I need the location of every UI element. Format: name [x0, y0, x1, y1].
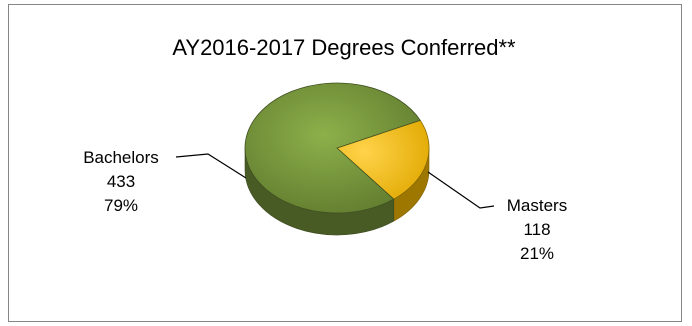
chart-title: AY2016-2017 Degrees Conferred** — [172, 35, 516, 60]
data-label-bachelors-percent: 79% — [104, 196, 138, 215]
data-label-masters-value: 118 — [523, 220, 550, 239]
data-label-bachelors-name: Bachelors — [83, 148, 159, 167]
pie-slices — [244, 82, 430, 236]
pie-slice-bachelors — [244, 82, 421, 214]
data-label-masters-name: Masters — [507, 196, 567, 215]
leader-line-bachelors — [175, 153, 247, 179]
leader-line-masters — [427, 171, 495, 209]
data-label-masters-percent: 21% — [520, 244, 554, 263]
data-label-bachelors-value: 433 — [107, 172, 135, 191]
pie-slice-masters — [336, 119, 430, 200]
